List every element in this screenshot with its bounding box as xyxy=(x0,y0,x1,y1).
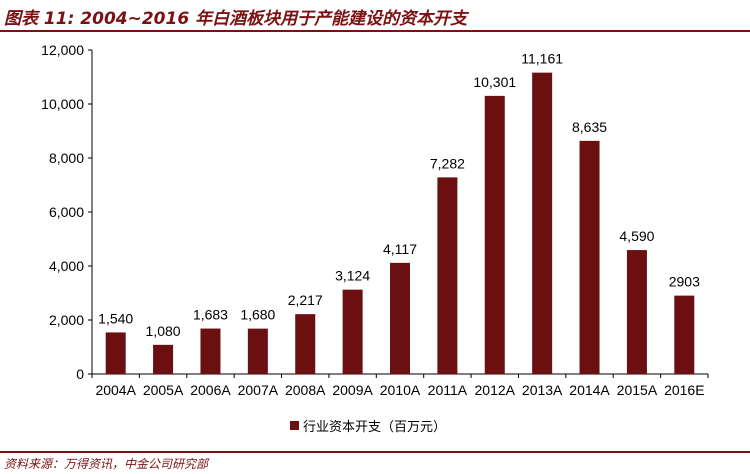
y-tick-label: 8,000 xyxy=(49,150,84,166)
data-label: 1,540 xyxy=(98,310,133,326)
bar xyxy=(390,262,410,374)
x-tick-label: 2004A xyxy=(95,382,136,398)
bar xyxy=(295,314,316,374)
x-tick-label: 2012A xyxy=(475,382,516,398)
data-label: 1,680 xyxy=(240,307,275,323)
y-tick-label: 2,000 xyxy=(49,312,84,328)
y-tick-label: 12,000 xyxy=(41,42,84,58)
data-label: 2903 xyxy=(669,274,700,290)
y-tick-label: 6,000 xyxy=(49,204,84,220)
y-tick-label: 0 xyxy=(76,366,84,382)
bar xyxy=(532,72,553,374)
x-tick-label: 2014A xyxy=(569,382,610,398)
data-label: 3,124 xyxy=(335,268,370,284)
x-tick-label: 2015A xyxy=(617,382,658,398)
bar xyxy=(200,328,221,374)
x-tick-label: 2010A xyxy=(380,382,421,398)
data-label: 7,282 xyxy=(430,155,465,171)
y-tick-label: 4,000 xyxy=(49,258,84,274)
x-tick-label: 2008A xyxy=(285,382,326,398)
bar xyxy=(105,332,126,374)
bar xyxy=(484,95,505,375)
y-tick-label: 10,000 xyxy=(41,96,84,112)
bar xyxy=(674,295,695,374)
data-label: 1,080 xyxy=(146,323,181,339)
chart-title: 图表 11: 2004~2016 年白酒板块用于产能建设的资本开支 xyxy=(4,9,468,29)
bar xyxy=(247,328,268,374)
x-tick-label: 2005A xyxy=(143,382,184,398)
data-label: 11,161 xyxy=(521,51,563,67)
x-tick-label: 2013A xyxy=(522,382,563,398)
source-note: 资料来源：万得资讯，中金公司研究部 xyxy=(4,457,209,471)
data-label: 2,217 xyxy=(288,292,323,308)
x-tick-label: 2016E xyxy=(664,382,704,398)
bar xyxy=(579,140,600,374)
legend-swatch xyxy=(290,421,299,430)
legend: 行业资本开支（百万元） xyxy=(290,416,446,435)
data-label: 1,683 xyxy=(193,307,228,323)
data-label: 10,301 xyxy=(473,74,516,90)
bar xyxy=(342,289,363,374)
x-tick-label: 2009A xyxy=(332,382,373,398)
x-tick-label: 2007A xyxy=(238,382,279,398)
bar xyxy=(437,177,458,374)
bar xyxy=(626,250,647,374)
legend-label: 行业资本开支（百万元） xyxy=(303,420,447,435)
x-tick-label: 2011A xyxy=(428,382,468,398)
data-label: 8,635 xyxy=(572,119,607,135)
data-label: 4,590 xyxy=(619,228,654,244)
bar xyxy=(153,344,174,374)
title-divider xyxy=(0,30,750,32)
x-tick-label: 2006A xyxy=(190,382,231,398)
data-label: 4,117 xyxy=(383,241,417,257)
footer-divider xyxy=(0,451,750,453)
